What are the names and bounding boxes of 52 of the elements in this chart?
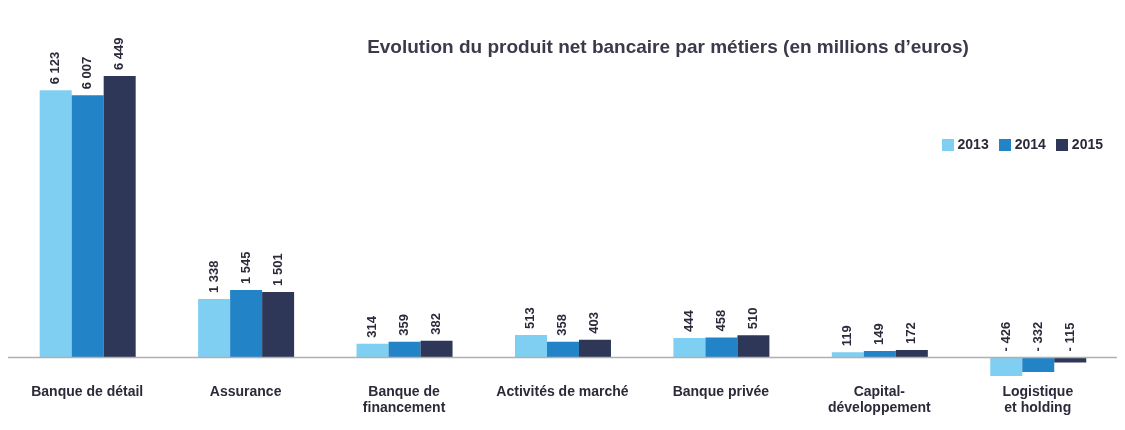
data-label: 1 501: [269, 253, 285, 286]
data-label: 403: [586, 312, 602, 334]
bar: [356, 343, 389, 358]
legend-label: 2013: [957, 136, 989, 152]
bar: [262, 291, 295, 358]
bar: [895, 349, 928, 358]
data-label: 1 338: [205, 260, 221, 294]
data-label: 1 545: [237, 251, 253, 284]
x-tick-label: Activités de marché: [496, 383, 629, 399]
data-label: - 115: [1061, 322, 1077, 352]
data-label: 172: [903, 322, 919, 344]
data-label: 6 449: [111, 37, 127, 70]
legend-label: 2014: [1014, 136, 1046, 152]
data-label: 458: [712, 309, 728, 332]
bar: [230, 289, 263, 358]
bar: [388, 341, 421, 358]
data-label: - 426: [997, 321, 1013, 352]
data-label: 513: [522, 307, 538, 330]
bar: [514, 335, 547, 358]
data-label: 119: [839, 325, 855, 347]
bar: [578, 339, 611, 358]
data-label: 382: [427, 313, 443, 335]
bar: [831, 352, 864, 358]
data-label: 359: [395, 314, 411, 336]
data-label: 6 007: [79, 56, 95, 90]
bar: [420, 340, 453, 358]
bar: [1022, 357, 1055, 372]
bar: [673, 338, 706, 358]
data-label: 510: [744, 307, 760, 330]
bar: [103, 76, 136, 358]
data-label: 149: [871, 323, 887, 345]
bar: [737, 335, 770, 358]
x-tick-label: Assurance: [209, 383, 282, 399]
legend-label: 2015: [1071, 136, 1103, 152]
bar: [198, 299, 231, 358]
data-label: 314: [363, 315, 379, 338]
data-label: - 332: [1029, 321, 1045, 352]
chart-title: Evolution du produit net bancaire par métiers (en millions d’euros): [366, 36, 970, 58]
bar: [990, 357, 1023, 376]
bar: [863, 350, 896, 358]
x-tick-label: Capital-développement: [828, 383, 932, 415]
data-label: 358: [554, 314, 570, 336]
data-label: 6 123: [47, 51, 63, 85]
bar: [71, 95, 104, 358]
x-tick-label: Banque privée: [672, 383, 770, 399]
x-tick-label: Banque de détail: [31, 383, 144, 399]
bar: [705, 337, 738, 358]
bar: [39, 90, 72, 358]
bar: [546, 341, 579, 358]
data-label: 444: [680, 309, 696, 333]
x-tick-label: Banque de financement: [362, 383, 446, 415]
x-tick-label: Logistique et holding: [1002, 383, 1074, 415]
